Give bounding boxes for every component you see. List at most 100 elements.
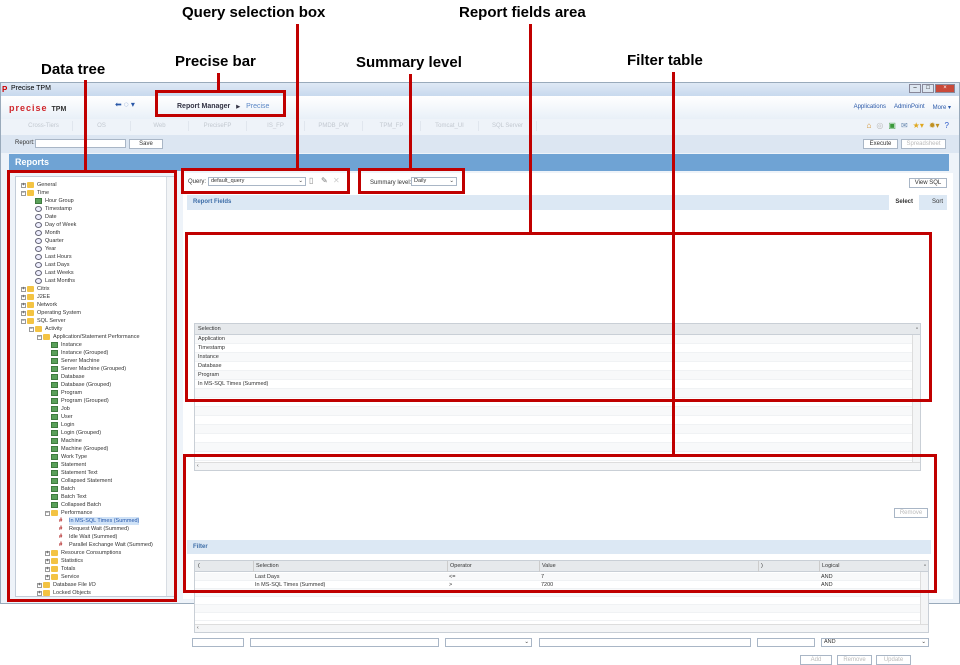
tree-node[interactable]: + Network <box>16 301 165 309</box>
tab-os[interactable]: OS <box>73 121 131 131</box>
tree-node[interactable]: + Statistics <box>16 557 165 565</box>
tab-tomcat-ui[interactable]: Tomcat_UI <box>421 121 479 131</box>
tab-precisefp[interactable]: PreciseFP <box>189 121 247 131</box>
breadcrumb-parent[interactable]: Report Manager <box>177 103 231 110</box>
link-adminpoint[interactable]: AdminPoint <box>893 104 925 110</box>
tree-node[interactable]: Collapsed Batch <box>16 501 165 509</box>
table-row[interactable]: Program <box>195 371 912 380</box>
tree-node[interactable]: − Activity <box>16 325 165 333</box>
expand-icon[interactable]: + <box>21 182 26 188</box>
tree-node[interactable]: + Citrix <box>16 285 165 293</box>
tree-node[interactable]: Machine <box>16 437 165 445</box>
tree-node[interactable]: + Service <box>16 573 165 581</box>
tab-sort[interactable]: Sort <box>931 199 943 205</box>
tree-node[interactable]: Login (Grouped) <box>16 429 165 437</box>
tree-node[interactable]: Instance <box>16 341 165 349</box>
tree-node[interactable]: + General <box>16 181 165 189</box>
expand-icon[interactable]: + <box>21 294 26 300</box>
tree-node[interactable]: # In MS-SQL Times (Summed) <box>16 517 165 525</box>
spreadsheet-button[interactable]: Spreadsheet <box>901 139 946 149</box>
table-row[interactable]: Instance <box>195 353 912 362</box>
filter-row[interactable]: In MS-SQL Times (Summed) >7200 AND <box>195 581 920 589</box>
tree-node[interactable]: Hour Group <box>16 197 165 205</box>
filter-row[interactable] <box>195 605 920 613</box>
tree-node[interactable]: Server Machine (Grouped) <box>16 365 165 373</box>
table-row[interactable] <box>195 398 912 407</box>
tree-node[interactable]: Server Machine <box>16 357 165 365</box>
expand-icon[interactable]: + <box>45 550 50 556</box>
remove-filter-button[interactable]: Remove <box>837 655 872 665</box>
back-forward-icon[interactable]: ⬅ ◌ ▾ <box>115 100 135 109</box>
tree-node[interactable]: # Idle Wait (Summed) <box>16 533 165 541</box>
collapse-icon[interactable]: − <box>37 334 42 340</box>
update-filter-button[interactable]: Update <box>876 655 911 665</box>
tree-node[interactable]: + Totals <box>16 565 165 573</box>
tree-node[interactable]: Last Months <box>16 277 165 285</box>
tree-node[interactable]: Program <box>16 389 165 397</box>
horizontal-scrollbar[interactable]: ‹ <box>195 624 928 632</box>
expand-icon[interactable]: + <box>21 302 26 308</box>
collapse-icon[interactable]: − <box>21 190 26 196</box>
expand-icon[interactable]: + <box>45 558 50 564</box>
delete-query-icon[interactable]: ✕ <box>333 176 340 185</box>
report-name-input[interactable] <box>35 139 126 148</box>
table-row[interactable] <box>195 443 912 452</box>
remove-field-button[interactable]: Remove <box>894 508 928 518</box>
link-more[interactable]: More ▾ <box>932 105 951 111</box>
filter-value-input[interactable] <box>539 638 751 647</box>
tree-node[interactable]: Work Type <box>16 453 165 461</box>
tree-node[interactable]: Program (Grouped) <box>16 397 165 405</box>
tree-node[interactable]: + Locked Objects <box>16 589 165 596</box>
filter-row[interactable] <box>195 613 920 621</box>
filter-open-paren-input[interactable] <box>192 638 244 647</box>
table-row[interactable]: Application <box>195 335 912 344</box>
table-row[interactable] <box>195 416 912 425</box>
maximize-button[interactable]: □ <box>922 84 934 93</box>
tree-node[interactable]: Machine (Grouped) <box>16 445 165 453</box>
mail-icon[interactable]: ✉ <box>900 121 908 130</box>
expand-icon[interactable]: + <box>37 582 42 588</box>
column-chooser-icon[interactable]: ▫ <box>924 563 926 569</box>
help-icon[interactable]: ? <box>944 121 949 130</box>
tree-node[interactable]: Batch <box>16 485 165 493</box>
tree-node[interactable]: Year <box>16 245 165 253</box>
expand-icon[interactable]: + <box>21 310 26 316</box>
favorites-icon[interactable]: ★▾ <box>912 121 924 130</box>
tree-node[interactable]: # Parallel Exchange Wait (Summed) <box>16 541 165 549</box>
tree-node[interactable]: Statement <box>16 461 165 469</box>
tree-node[interactable]: − Time <box>16 189 165 197</box>
execute-button[interactable]: Execute <box>863 139 898 149</box>
expand-icon[interactable]: + <box>37 590 42 596</box>
tree-node[interactable]: # Request Wait (Summed) <box>16 525 165 533</box>
tree-node[interactable]: Day of Week <box>16 221 165 229</box>
tree-node[interactable]: − SQL Server <box>16 317 165 325</box>
tree-node[interactable]: Last Weeks <box>16 269 165 277</box>
tree-node[interactable]: Instance (Grouped) <box>16 349 165 357</box>
vertical-scrollbar[interactable] <box>912 335 920 462</box>
add-filter-button[interactable]: Add <box>800 655 832 665</box>
tree-node[interactable]: Last Days <box>16 261 165 269</box>
new-query-icon[interactable]: ▯ <box>309 176 314 185</box>
tree-node[interactable]: + J2EE <box>16 293 165 301</box>
filter-selection-input[interactable] <box>250 638 439 647</box>
filter-close-paren-input[interactable] <box>757 638 815 647</box>
query-select[interactable]: default_query ⌄ <box>208 177 306 186</box>
tree-node[interactable]: Database <box>16 373 165 381</box>
tree-node[interactable]: − Application/Statement Performance <box>16 333 165 341</box>
table-row[interactable] <box>195 389 912 398</box>
collapse-icon[interactable]: − <box>29 326 34 332</box>
table-row[interactable] <box>195 452 912 461</box>
tree-scrollbar[interactable] <box>166 177 174 596</box>
tree-node[interactable]: + Operating System <box>16 309 165 317</box>
table-row[interactable] <box>195 407 912 416</box>
tab-cross-tiers[interactable]: Cross-Tiers <box>15 121 73 131</box>
tree-node[interactable]: Database (Grouped) <box>16 381 165 389</box>
tree-node[interactable]: Statement Text <box>16 469 165 477</box>
tab-sql-server[interactable]: SQL Server <box>479 121 537 131</box>
tab-select[interactable]: Select <box>889 195 919 210</box>
collapse-icon[interactable]: − <box>21 318 26 324</box>
close-button[interactable]: × <box>935 84 955 93</box>
tree-node[interactable]: Month <box>16 229 165 237</box>
home-icon[interactable]: ⌂ <box>866 121 872 130</box>
link-applications[interactable]: Applications <box>853 104 886 110</box>
